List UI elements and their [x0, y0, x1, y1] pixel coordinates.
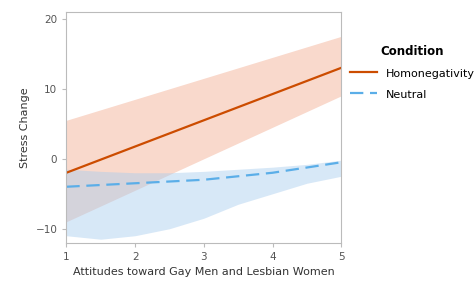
Y-axis label: Stress Change: Stress Change	[20, 87, 30, 168]
X-axis label: Attitudes toward Gay Men and Lesbian Women: Attitudes toward Gay Men and Lesbian Wom…	[73, 267, 335, 277]
Legend: Homonegativity, Neutral: Homonegativity, Neutral	[350, 45, 474, 100]
